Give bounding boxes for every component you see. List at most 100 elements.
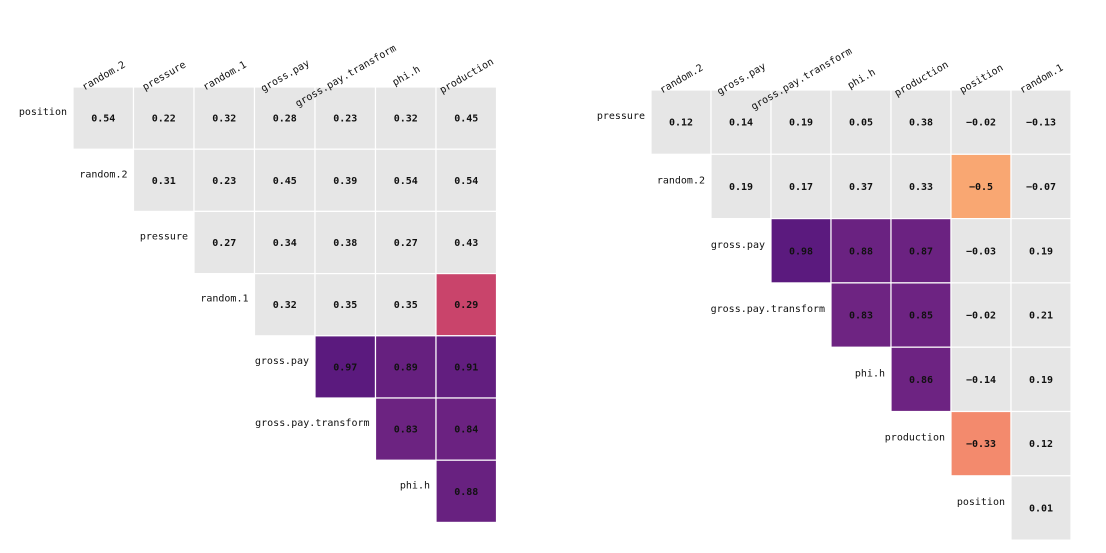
- heatmap-cell: [830, 153, 892, 220]
- cell-value-label: 0.88: [454, 487, 478, 498]
- heatmap-cell: [374, 86, 437, 150]
- heatmap-cell: [314, 335, 377, 399]
- cell-value-label: 0.19: [729, 182, 753, 193]
- heatmap-cell: [710, 153, 772, 220]
- heatmap-cell: [314, 273, 377, 337]
- cell-value-label: −0.14: [966, 375, 996, 386]
- row-label: pressure: [140, 232, 188, 243]
- cell-value-label: 0.38: [909, 118, 933, 129]
- heatmap-cell: [1010, 218, 1072, 284]
- heatmap-cell: [890, 346, 952, 413]
- row-label: random.2: [79, 169, 127, 180]
- cell-value-label: 0.01: [1029, 503, 1053, 514]
- cell-value-label: 0.39: [333, 176, 357, 187]
- heatmap-cell: [1010, 346, 1072, 413]
- correlation-matrix-left: 0.54 0.22 0.32 0.28 0.23 0.32 0.45 0.31 0.23 0.45…: [19, 43, 498, 524]
- heatmap-cell: [1010, 475, 1072, 541]
- heatmap-cell: [193, 210, 256, 275]
- cell-value-label: 0.21: [1029, 311, 1053, 322]
- heatmap-cell: [193, 86, 256, 150]
- cell-value-label: 0.45: [454, 114, 478, 125]
- cell-value-label: 0.33: [909, 182, 933, 193]
- cell-value-label: 0.32: [394, 114, 418, 125]
- row-label: gross.pay.transform: [711, 304, 825, 315]
- row-label: phi.h: [400, 480, 430, 491]
- cell-value-label: 0.83: [849, 311, 873, 322]
- heatmap-cell: [890, 218, 952, 284]
- cell-value-label: 0.89: [394, 362, 418, 373]
- row-label: phi.h: [855, 368, 885, 379]
- column-label: phi.h: [846, 67, 878, 92]
- cell-value-label: 0.23: [333, 114, 357, 125]
- cell-value-label: −0.07: [1026, 182, 1056, 193]
- heatmap-cell: [950, 153, 1012, 220]
- heatmap-cell: [132, 148, 195, 212]
- cell-value-label: 0.54: [454, 176, 478, 187]
- heatmap-cell: [950, 218, 1012, 284]
- cell-value-label: 0.12: [1029, 439, 1053, 450]
- cell-value-label: 0.27: [212, 238, 236, 249]
- cell-value-label: 0.19: [1029, 246, 1053, 257]
- cell-value-label: 0.98: [789, 246, 813, 257]
- cell-value-label: 0.34: [273, 238, 297, 249]
- heatmap-cell: [1010, 282, 1072, 348]
- heatmap-cell: [253, 148, 316, 212]
- heatmap-cell: [374, 273, 437, 337]
- cell-value-label: −0.33: [966, 439, 996, 450]
- cell-value-label: 0.19: [1029, 375, 1053, 386]
- cell-value-label: 0.23: [212, 176, 236, 187]
- row-label: position: [957, 497, 1005, 508]
- heatmap-cell: [72, 86, 135, 150]
- cell-value-label: 0.32: [212, 114, 236, 125]
- heatmap-cell: [1010, 89, 1072, 155]
- cell-value-label: 0.22: [152, 114, 176, 125]
- cell-value-label: 0.54: [91, 114, 115, 125]
- cell-value-label: 0.31: [152, 176, 176, 187]
- cell-value-label: −0.02: [966, 311, 996, 322]
- heatmap-cell: [650, 89, 712, 155]
- heatmap-cell: [950, 282, 1012, 348]
- heatmap-cell: [950, 346, 1012, 413]
- cell-value-label: 0.29: [454, 300, 478, 311]
- heatmap-cell: [374, 148, 437, 212]
- heatmap-cell: [314, 210, 377, 275]
- heatmap-cell: [770, 89, 832, 155]
- row-label: gross.pay: [255, 356, 309, 367]
- heatmap-cell: [435, 273, 498, 337]
- heatmap-cell: [890, 153, 952, 220]
- heatmap-cell: [435, 397, 498, 461]
- cell-value-label: 0.37: [849, 182, 873, 193]
- column-label: phi.h: [391, 64, 423, 89]
- cell-value-label: 0.38: [333, 238, 357, 249]
- cell-value-label: 0.87: [909, 246, 933, 257]
- heatmap-cell: [253, 273, 316, 337]
- cell-value-label: 0.19: [789, 118, 813, 129]
- cell-value-label: 0.86: [909, 375, 933, 386]
- cell-value-label: 0.91: [454, 362, 478, 373]
- cell-value-label: 0.05: [849, 118, 873, 129]
- cell-value-label: 0.28: [273, 114, 297, 125]
- heatmap-cell: [435, 210, 498, 275]
- cell-value-label: 0.17: [789, 182, 813, 193]
- heatmap-cell: [830, 89, 892, 155]
- row-label: random.1: [200, 294, 248, 305]
- correlation-matrix-right: 0.12 0.14 0.19 0.05 0.38 −0.02 −0.13 0.19 0.17 0.…: [597, 46, 1072, 541]
- cell-value-label: 0.88: [849, 246, 873, 257]
- cell-value-label: −0.02: [966, 118, 996, 129]
- row-label: random.2: [657, 175, 705, 186]
- row-label: position: [19, 107, 67, 118]
- heatmap-cell: [132, 86, 195, 150]
- cell-value-label: 0.54: [394, 176, 418, 187]
- heatmap-cell: [770, 218, 832, 284]
- cell-value-label: 0.35: [394, 300, 418, 311]
- cell-value-label: −0.13: [1026, 118, 1056, 129]
- cell-value-label: −0.03: [966, 246, 996, 257]
- cell-value-label: 0.43: [454, 238, 478, 249]
- cell-value-label: 0.35: [333, 300, 357, 311]
- cell-value-label: 0.12: [669, 118, 693, 129]
- cell-value-label: 0.14: [729, 118, 753, 129]
- cell-value-label: 0.32: [273, 300, 297, 311]
- cell-value-label: 0.83: [394, 425, 418, 436]
- row-label: gross.pay.transform: [255, 418, 369, 429]
